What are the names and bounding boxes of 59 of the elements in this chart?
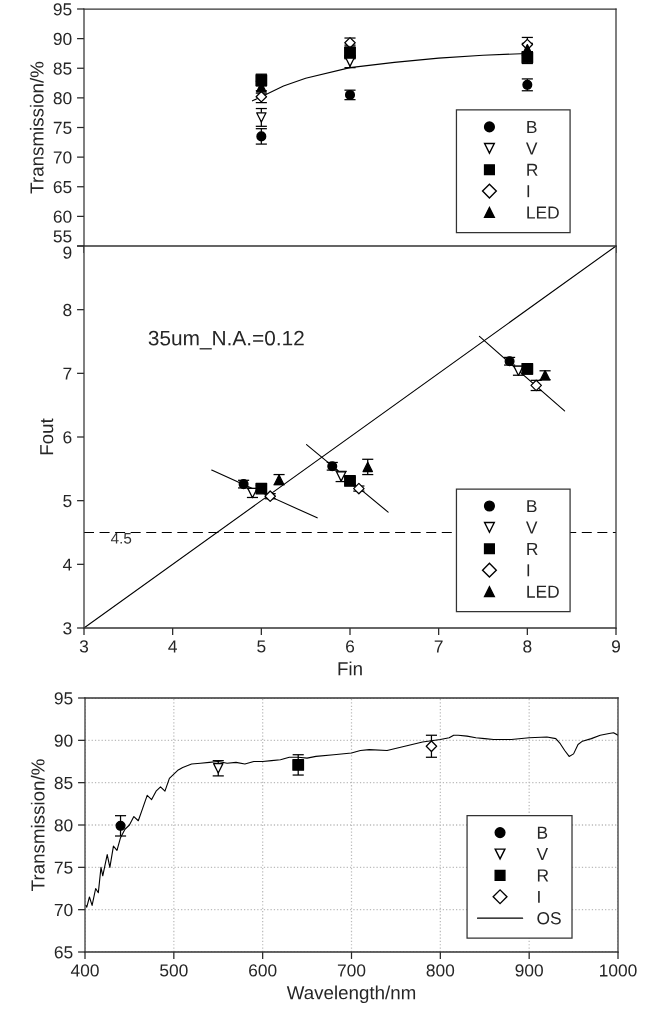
legend-label: R (537, 869, 549, 882)
legend-label: I (527, 564, 530, 577)
x-tick-label: 1000 (600, 964, 637, 977)
y-tick-label: 95 (54, 692, 73, 705)
y-tick-label: 65 (53, 180, 72, 194)
legend-label: LED (527, 585, 559, 598)
x-tick-label: 6 (346, 640, 355, 653)
y-tick-label: 60 (53, 210, 72, 223)
y-tick-label: 75 (53, 121, 72, 134)
x-tick-label: 400 (70, 964, 99, 977)
legend-label: V (525, 521, 538, 534)
x-tick-label: 700 (337, 964, 366, 977)
y-tick-label: 6 (63, 431, 72, 444)
x-axis-title: Fin (338, 661, 362, 676)
x-tick-label: 9 (611, 640, 621, 653)
y-tick-label: 80 (53, 92, 72, 105)
y-tick-label: 90 (53, 32, 72, 46)
y-tick-label: 85 (54, 776, 73, 790)
x-tick-label: 600 (249, 964, 277, 977)
legend-label: R (527, 542, 538, 555)
y-tick-label: 75 (54, 861, 73, 874)
x-axis-title: Wavelength/nm (286, 985, 416, 1004)
y-tick-label: 70 (53, 151, 72, 164)
legend-label: V (525, 142, 538, 155)
y-axis-title: Fout (40, 418, 54, 455)
y-tick-label: 70 (54, 903, 73, 917)
x-tick-label: 8 (523, 640, 532, 653)
x-tick-label: 4 (168, 640, 177, 653)
legend-label: R (527, 163, 538, 176)
y-tick-label: 8 (63, 303, 72, 317)
legend-label: LED (527, 206, 559, 219)
y-tick-label: 4 (62, 558, 72, 571)
legend-label: B (527, 121, 537, 133)
y-tick-label: 80 (54, 819, 73, 832)
y-tick-label: 90 (54, 734, 73, 747)
legend-label: I (538, 890, 540, 903)
y-tick-label: 85 (53, 62, 72, 75)
x-tick-label: 800 (426, 964, 455, 977)
legend-label: B (527, 500, 537, 513)
y-tick-label: 65 (54, 946, 73, 959)
legend-label: I (527, 185, 530, 198)
x-tick-label: 7 (434, 640, 443, 653)
y-tick-label: 55 (53, 230, 72, 243)
legend-label: V (536, 848, 549, 861)
y-axis-title: Transmission/% (29, 61, 44, 194)
y-tick-label: 9 (63, 246, 72, 259)
x-tick-label: 3 (79, 640, 89, 653)
y-tick-label: 7 (63, 367, 72, 380)
y-tick-label: 5 (63, 495, 72, 508)
y-axis-title: Transmission/% (30, 759, 45, 891)
y-tick-label: 95 (53, 3, 72, 16)
ref-line-label: 4.5 (110, 533, 132, 544)
legend-label: B (537, 826, 548, 839)
x-tick-label: 500 (160, 964, 188, 977)
x-tick-label: 900 (515, 964, 543, 977)
legend-label: OS (537, 912, 561, 925)
annotation: 35um_N.A.=0.12 (148, 330, 304, 350)
y-tick-label: 3 (63, 622, 72, 635)
x-tick-label: 5 (257, 640, 266, 653)
